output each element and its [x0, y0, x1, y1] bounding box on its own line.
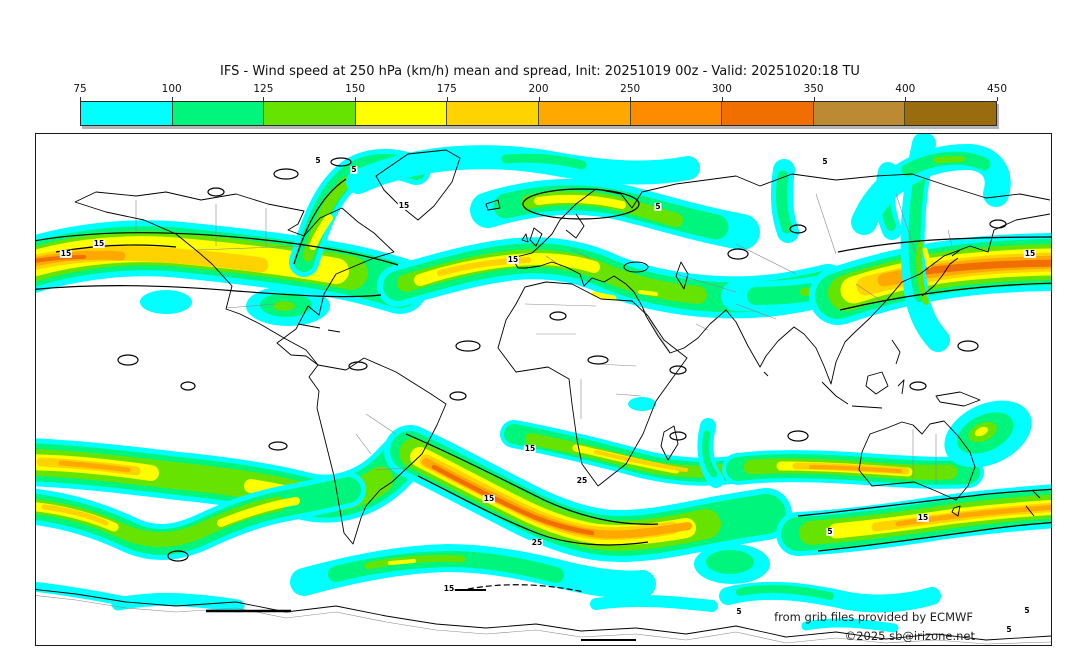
- colorbar-tick-mark: [630, 97, 632, 101]
- spread-contour-label: 5: [826, 526, 834, 537]
- spread-contour-label: 15: [482, 493, 496, 504]
- colorbar: [80, 101, 997, 126]
- page-title: IFS - Wind speed at 250 hPa (km/h) mean …: [220, 64, 860, 79]
- spread-contour-label: 15: [92, 238, 106, 249]
- colorbar-segment-250-300: [630, 102, 723, 125]
- colorbar-tick-label: 200: [528, 83, 549, 95]
- spread-contour-label: 15: [397, 200, 411, 211]
- colorbar-tick-label: 450: [986, 83, 1008, 95]
- colorbar-segment-300-350: [722, 102, 814, 125]
- spread-contour-label: 15: [442, 583, 456, 594]
- colorbar-tick-label: 250: [620, 83, 641, 95]
- map-canvas: [36, 134, 1051, 645]
- spread-contours: [36, 157, 1051, 641]
- spread-contour-label: 5: [350, 164, 358, 175]
- spread-contour-label: 5: [1005, 624, 1013, 635]
- colorbar-tick-label: 300: [711, 83, 732, 95]
- spread-contour-label: 25: [530, 537, 544, 548]
- spread-contour-label: 15: [59, 248, 73, 259]
- colorbar-tick-label: 100: [161, 83, 182, 95]
- spread-contour-label: 15: [916, 512, 930, 523]
- world-map: 5 5 15 15 15 15 5 5 15 15 25 15 25 15 5 15 5 5 5 from grib…: [35, 133, 1052, 646]
- colorbar-tick-label: 150: [345, 83, 366, 95]
- colorbar-tick-label: 400: [895, 83, 916, 95]
- colorbar-tick-label: 125: [253, 83, 274, 95]
- colorbar-tick-mark: [905, 97, 907, 101]
- colorbar-tick-label: 175: [436, 83, 457, 95]
- spread-contour-label: 5: [654, 201, 662, 212]
- colorbar-segment-200-250: [538, 102, 631, 125]
- colorbar-tick-labels: 75 100 125 150 175 200 250 300 350 400 450: [0, 83, 1080, 96]
- spread-contour-label: 5: [735, 606, 743, 617]
- coastlines: [36, 149, 1051, 641]
- colorbar-tick-mark: [538, 97, 540, 101]
- colorbar-tick-mark: [997, 97, 998, 101]
- colorbar-tick-mark: [721, 97, 723, 101]
- colorbar-segment-350-400: [813, 102, 906, 125]
- spread-contour-label: 15: [523, 443, 537, 454]
- colorbar-segment-75-100: [81, 102, 173, 125]
- color-blobs: [140, 286, 1032, 584]
- colorbar-tick-mark: [80, 97, 81, 101]
- credit-copyright: ©2025 sb@irizone.net: [844, 629, 975, 643]
- colorbar-segment-100-125: [172, 102, 265, 125]
- colorbar-segment-125-150: [264, 102, 356, 125]
- spread-contour-label: 25: [575, 475, 589, 486]
- spread-contour-label: 5: [1023, 605, 1031, 616]
- colorbar-tick-mark: [171, 97, 173, 101]
- colorbar-tick-mark: [446, 97, 448, 101]
- colorbar-ticks: [0, 97, 1080, 101]
- spread-contour-label: 5: [821, 156, 829, 167]
- spread-contour-label: 15: [1023, 248, 1037, 259]
- colorbar-tick-label: 75: [73, 83, 87, 95]
- colorbar-segment-150-175: [355, 102, 448, 125]
- spread-contour-label: 5: [314, 155, 322, 166]
- spread-contour-label: 15: [506, 254, 520, 265]
- credit-grib-source: from grib files provided by ECMWF: [774, 610, 973, 624]
- colorbar-segment-400-450: [905, 102, 996, 125]
- colorbar-tick-mark: [263, 97, 265, 101]
- colorbar-tick-mark: [813, 97, 815, 101]
- colorbar-segment-175-200: [447, 102, 539, 125]
- colorbar-tick-mark: [355, 97, 357, 101]
- colorbar-tick-label: 350: [803, 83, 824, 95]
